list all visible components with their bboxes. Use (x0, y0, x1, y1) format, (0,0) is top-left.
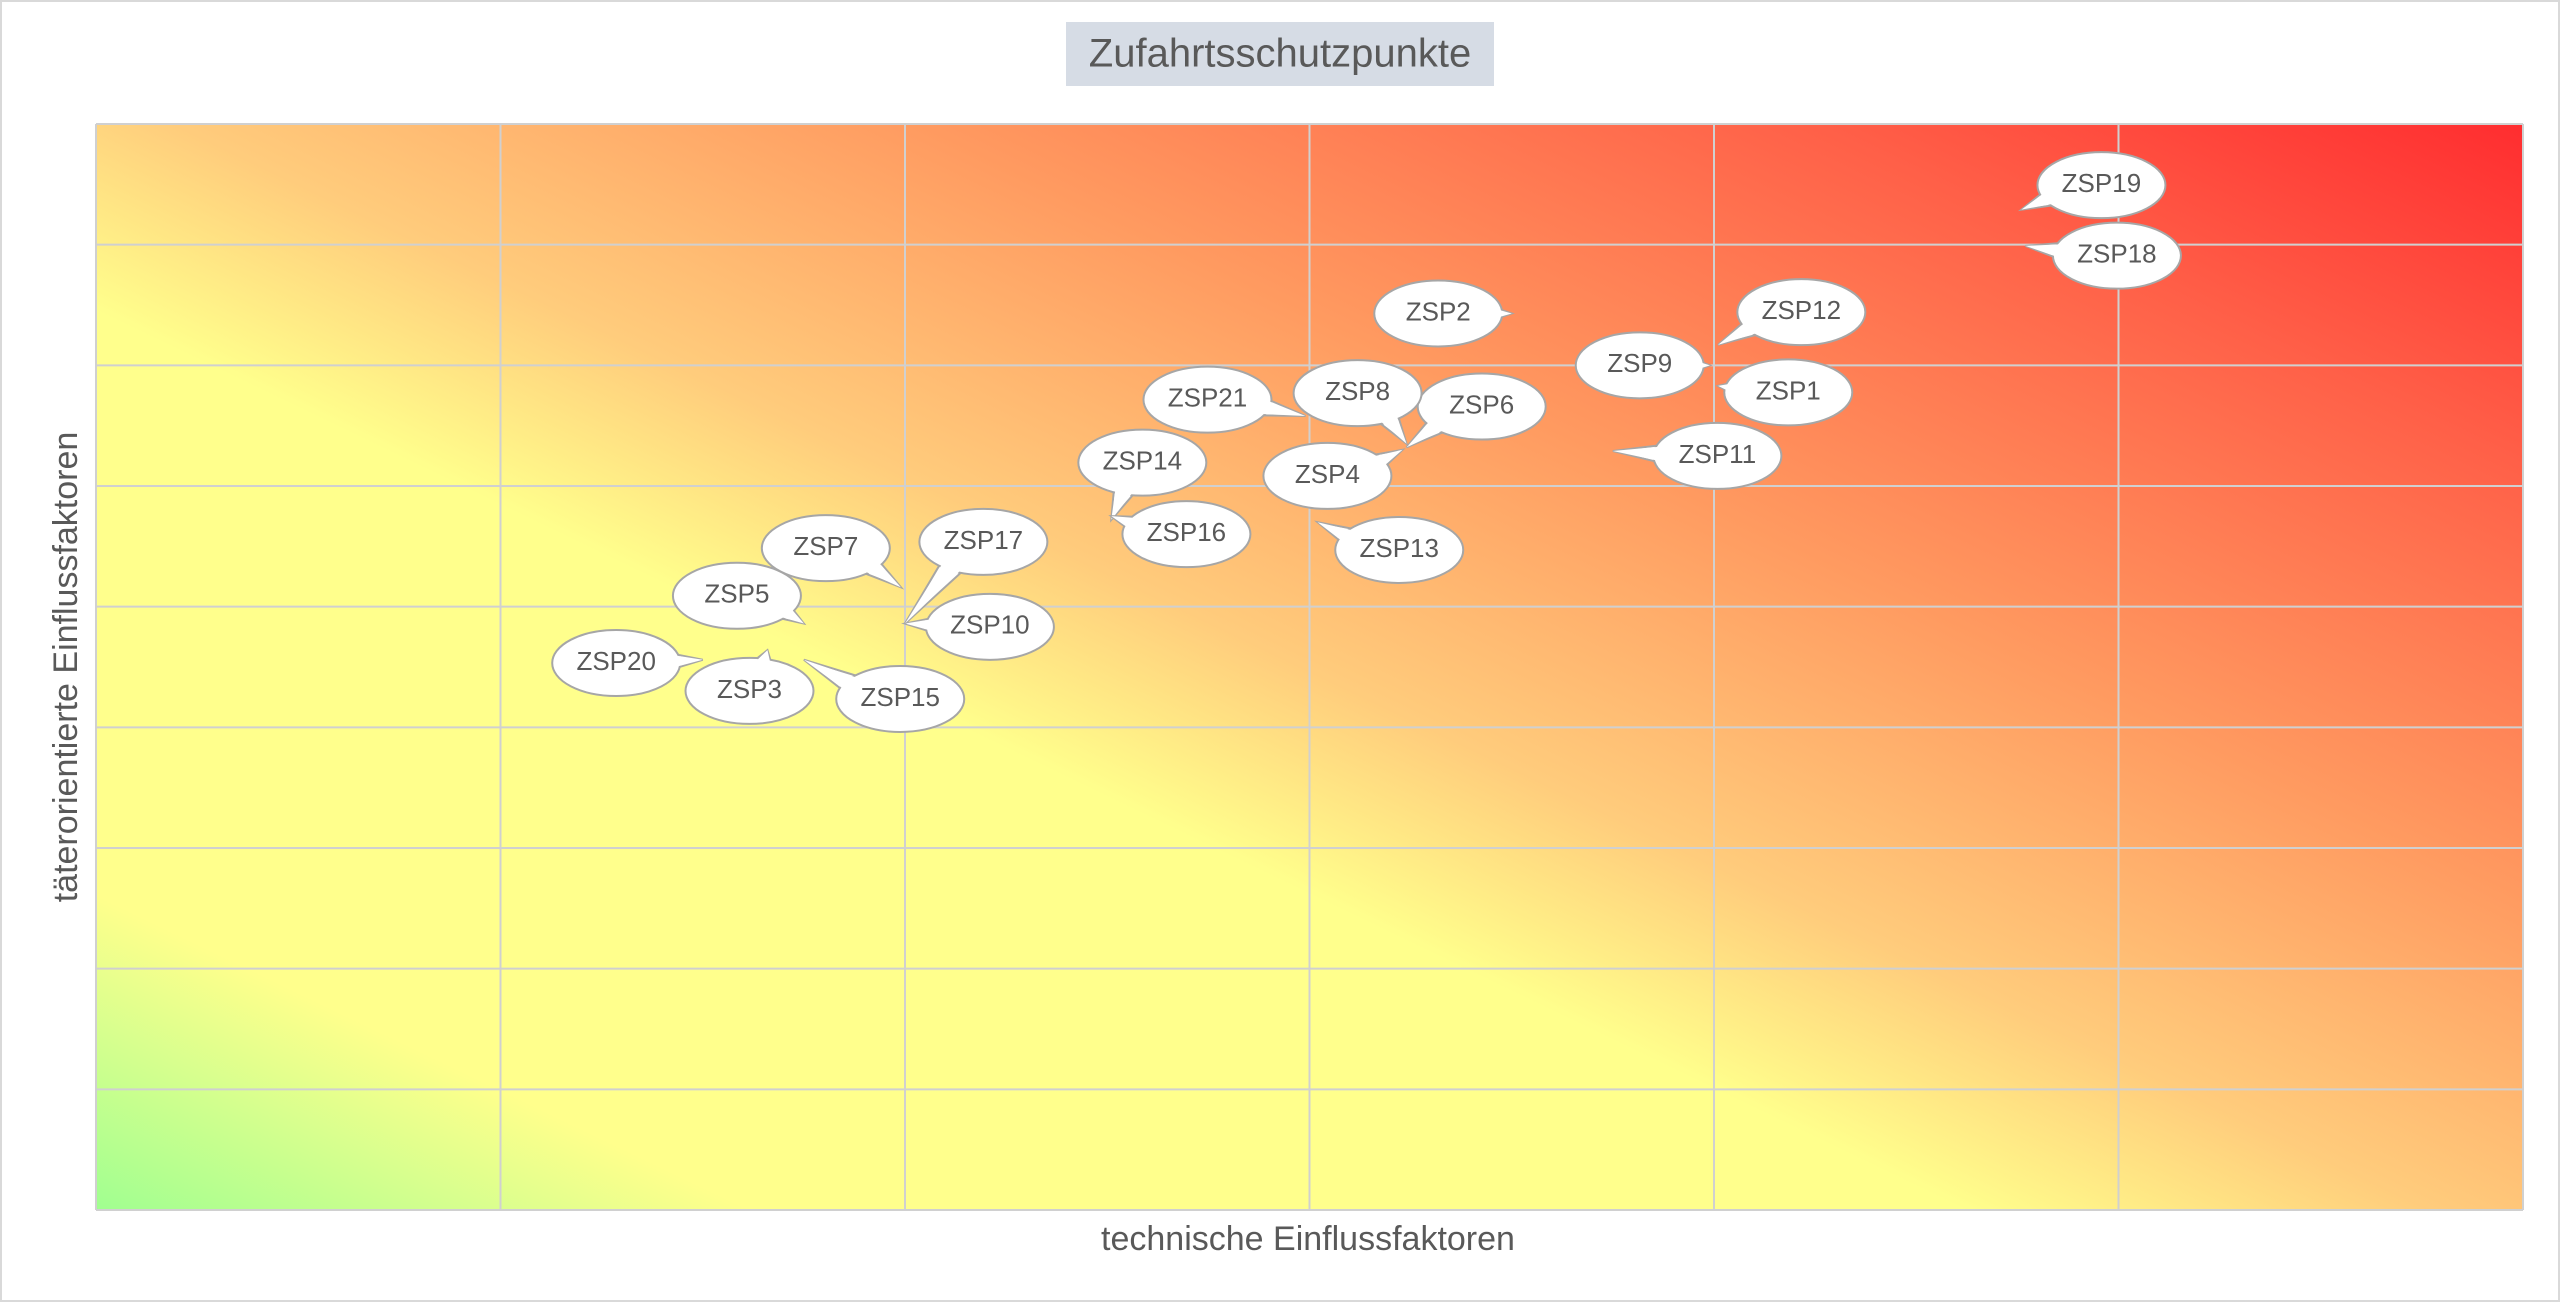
callout-bubble (1142, 365, 1273, 434)
point-label: ZSP16 (1147, 517, 1227, 547)
callout: ZSP21 (1142, 365, 1306, 434)
tail-join (1476, 303, 1512, 324)
tail-join (654, 652, 703, 673)
callout-bubble (2051, 221, 2182, 290)
callout: ZSP1 (1715, 358, 1854, 427)
callout: ZSP8 (1292, 359, 1423, 447)
callout-bubble (1262, 441, 1393, 510)
tail-join (905, 554, 963, 624)
point-label: ZSP19 (2062, 168, 2142, 198)
tail-join (1406, 410, 1449, 448)
tail-join (2021, 182, 2064, 210)
tail-join (1111, 481, 1135, 520)
callout-bubble (835, 664, 966, 733)
x-axis-label: technische Einflussfaktoren (1101, 1220, 1515, 1258)
callout-bubble (760, 514, 891, 583)
callout: ZSP9 (1574, 331, 1713, 400)
point-label: ZSP1 (1756, 375, 1821, 405)
tail-join (859, 551, 901, 588)
point-label: ZSP2 (1406, 296, 1471, 326)
callout-bubble (1077, 428, 1208, 497)
tail-join (1246, 393, 1306, 417)
callout: ZSP11 (1612, 421, 1783, 490)
callout: ZSP16 (1108, 500, 1252, 569)
point-label: ZSP10 (950, 610, 1030, 640)
y-axis-label: täterorientierte Einflussfaktoren (47, 432, 85, 903)
tail-join (905, 616, 952, 637)
point-label: ZSP6 (1449, 389, 1514, 419)
callout: ZSP15 (803, 658, 966, 733)
point-label: ZSP12 (1762, 295, 1842, 325)
point-label: ZSP4 (1295, 459, 1360, 489)
callout: ZSP5 (671, 561, 807, 630)
point-label: ZSP11 (1679, 439, 1757, 469)
point-label: ZSP21 (1168, 383, 1248, 413)
callout-bubble (2036, 151, 2167, 220)
callout: ZSP13 (1314, 515, 1465, 584)
callout-bubble (1723, 358, 1854, 427)
callout-bubble (1736, 278, 1867, 347)
tail-join (1612, 444, 1679, 465)
callout: ZSP17 (904, 507, 1049, 625)
point-label: ZSP3 (717, 674, 782, 704)
point-label: ZSP9 (1607, 348, 1672, 378)
callout: ZSP12 (1717, 278, 1867, 347)
tail-join (1317, 522, 1363, 552)
callout: ZSP6 (1405, 372, 1547, 449)
point-label: ZSP8 (1325, 376, 1390, 406)
callout-bubble (1334, 515, 1465, 584)
callout: ZSP7 (760, 514, 905, 590)
point-label: ZSP13 (1359, 533, 1439, 563)
point-label: ZSP15 (860, 682, 940, 712)
callout: ZSP14 (1077, 428, 1208, 523)
point-label: ZSP17 (944, 525, 1024, 555)
callout: ZSP19 (2017, 151, 2167, 220)
point-label: ZSP18 (2077, 239, 2157, 269)
callout: ZSP20 (551, 629, 704, 698)
callout-bubble (671, 561, 802, 630)
callout: ZSP2 (1373, 279, 1515, 348)
title-box (1066, 22, 1494, 86)
point-label: ZSP5 (704, 579, 769, 609)
tail-join (753, 650, 773, 672)
tail-join (772, 596, 804, 624)
tail-join (2025, 243, 2078, 264)
point-label: ZSP14 (1103, 446, 1183, 476)
callout: ZSP3 (684, 648, 815, 725)
callout-bubble (684, 656, 815, 725)
tail-join (1364, 449, 1403, 478)
chart-title: Zufahrtsschutzpunkte (1089, 32, 1471, 76)
callout: ZSP10 (901, 592, 1055, 661)
callout-bubble (1416, 372, 1547, 441)
callout: ZSP4 (1262, 441, 1406, 510)
tail-join (1718, 312, 1765, 345)
tail-join (1111, 516, 1148, 539)
point-label: ZSP7 (793, 531, 858, 561)
tail-join (803, 659, 865, 699)
callout-bubble (1121, 500, 1252, 569)
tail-join (1678, 355, 1710, 376)
callout: ZSP18 (2025, 221, 2182, 290)
tail-join (1378, 406, 1407, 444)
point-label: ZSP20 (576, 646, 656, 676)
tail-join (1718, 380, 1750, 401)
